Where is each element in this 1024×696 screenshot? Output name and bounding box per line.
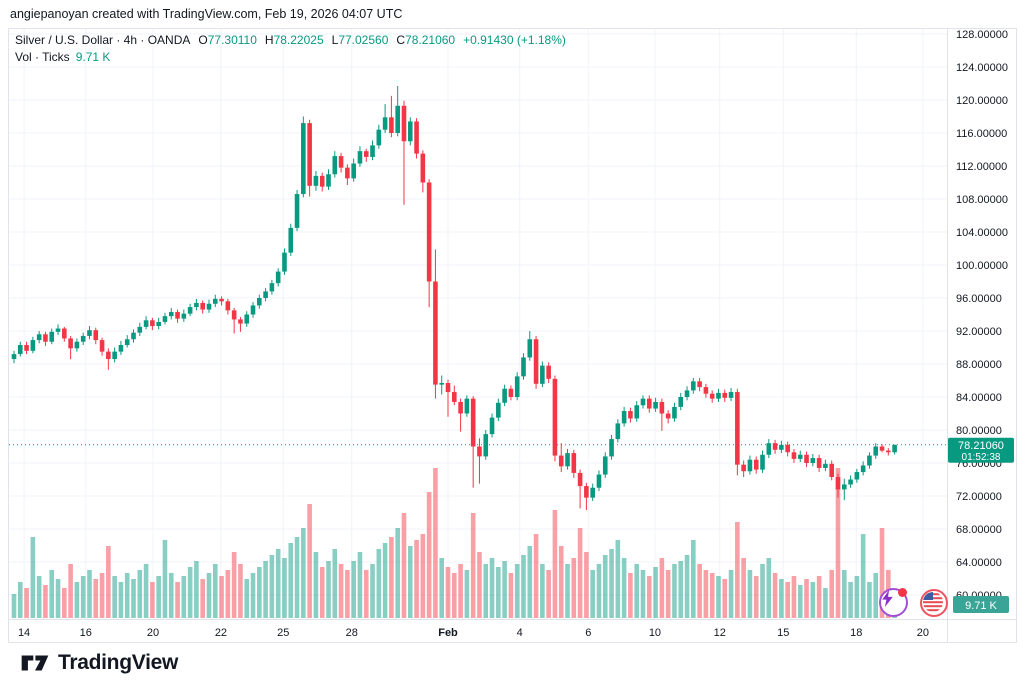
svg-text:124.00000: 124.00000 <box>956 62 1008 74</box>
svg-text:Feb: Feb <box>438 627 458 639</box>
svg-text:68.00000: 68.00000 <box>956 524 1002 536</box>
svg-text:28: 28 <box>346 627 358 639</box>
svg-text:25: 25 <box>277 627 289 639</box>
svg-text:112.00000: 112.00000 <box>956 161 1007 173</box>
svg-text:9.71 K: 9.71 K <box>965 600 997 612</box>
change-value: +0.91430 (+1.18%) <box>463 33 566 47</box>
chart-frame: 14 16 20 22 25 28 Feb 4 6 10 12 15 18 20 128.00000 124.… <box>8 28 1017 643</box>
svg-text:88.00000: 88.00000 <box>956 359 1002 371</box>
watermark-attribution: angiepanoyan created with TradingView.co… <box>10 7 403 21</box>
close-value: 78.21060 <box>405 33 456 47</box>
tradingview-logo[interactable]: TradingView <box>20 650 178 676</box>
svg-text:104.00000: 104.00000 <box>956 227 1008 239</box>
svg-text:128.00000: 128.00000 <box>956 29 1008 41</box>
svg-text:12: 12 <box>714 627 726 639</box>
notification-dot <box>898 588 907 597</box>
svg-text:01:52:38: 01:52:38 <box>962 452 1001 463</box>
tradingview-logo-mark <box>21 655 49 671</box>
svg-text:84.00000: 84.00000 <box>956 392 1002 404</box>
svg-text:72.00000: 72.00000 <box>956 491 1002 503</box>
chart-canvas[interactable]: 14 16 20 22 25 28 Feb 4 6 10 12 15 18 20 128.00000 124.… <box>9 29 1016 642</box>
volume-indicator-label[interactable]: Vol · Ticks <box>15 50 70 64</box>
time-scale[interactable] <box>9 618 947 642</box>
volume-indicator-value: 9.71 K <box>75 50 111 64</box>
us-flag-icon[interactable] <box>920 589 948 617</box>
svg-text:78.21060: 78.21060 <box>958 440 1004 452</box>
high-value: 78.22025 <box>273 33 324 47</box>
high-label: H <box>264 33 274 47</box>
svg-text:80.00000: 80.00000 <box>956 425 1002 437</box>
svg-text:64.00000: 64.00000 <box>956 557 1002 569</box>
svg-text:120.00000: 120.00000 <box>956 95 1008 107</box>
svg-text:6: 6 <box>585 627 591 639</box>
lightning-bolt-glyph <box>882 590 893 607</box>
svg-text:22: 22 <box>215 627 227 639</box>
svg-text:96.00000: 96.00000 <box>956 293 1002 305</box>
svg-text:10: 10 <box>649 627 661 639</box>
chart-legend: Silver / U.S. Dollar · 4h · OANDA O77.30… <box>15 32 566 66</box>
svg-text:20: 20 <box>917 627 929 639</box>
lightning-ideas-icon[interactable] <box>879 588 908 617</box>
low-value: 77.02560 <box>338 33 389 47</box>
svg-text:18: 18 <box>850 627 862 639</box>
svg-text:20: 20 <box>147 627 159 639</box>
svg-text:15: 15 <box>777 627 789 639</box>
svg-text:92.00000: 92.00000 <box>956 326 1002 338</box>
svg-text:116.00000: 116.00000 <box>956 128 1007 140</box>
tradingview-logo-text: TradingView <box>58 651 179 674</box>
price-scale[interactable] <box>947 29 1016 619</box>
open-label: O <box>198 33 208 47</box>
svg-text:14: 14 <box>18 627 30 639</box>
low-label: L <box>331 33 339 47</box>
symbol-title[interactable]: Silver / U.S. Dollar · 4h · OANDA <box>15 33 191 47</box>
svg-text:100.00000: 100.00000 <box>956 260 1008 272</box>
svg-text:4: 4 <box>517 627 523 639</box>
open-value: 77.30110 <box>207 33 257 47</box>
svg-text:16: 16 <box>80 627 92 639</box>
svg-text:108.00000: 108.00000 <box>956 194 1008 206</box>
us-flag-glyph <box>923 592 943 612</box>
close-label: C <box>396 33 406 47</box>
